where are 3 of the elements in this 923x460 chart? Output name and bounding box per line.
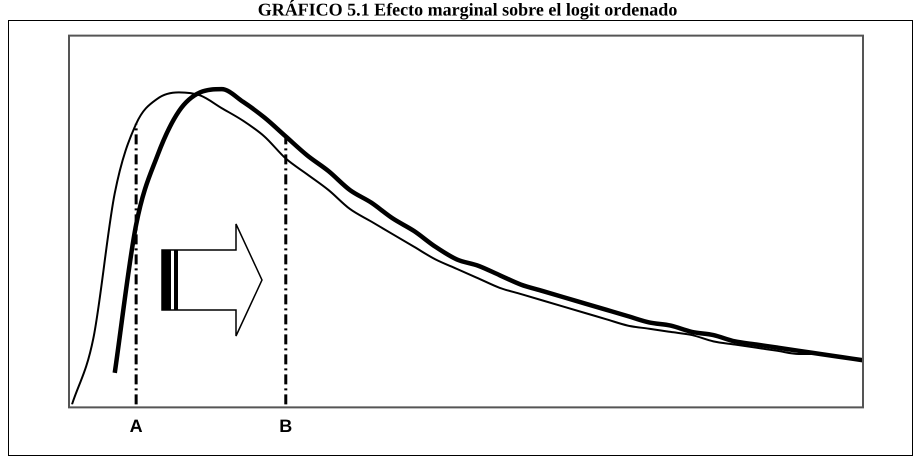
x-tick-label: B <box>279 416 292 436</box>
chart-title: GRÁFICO 5.1 Efecto marginal sobre el logit ordenado <box>258 0 678 20</box>
x-tick-label: A <box>130 416 143 436</box>
